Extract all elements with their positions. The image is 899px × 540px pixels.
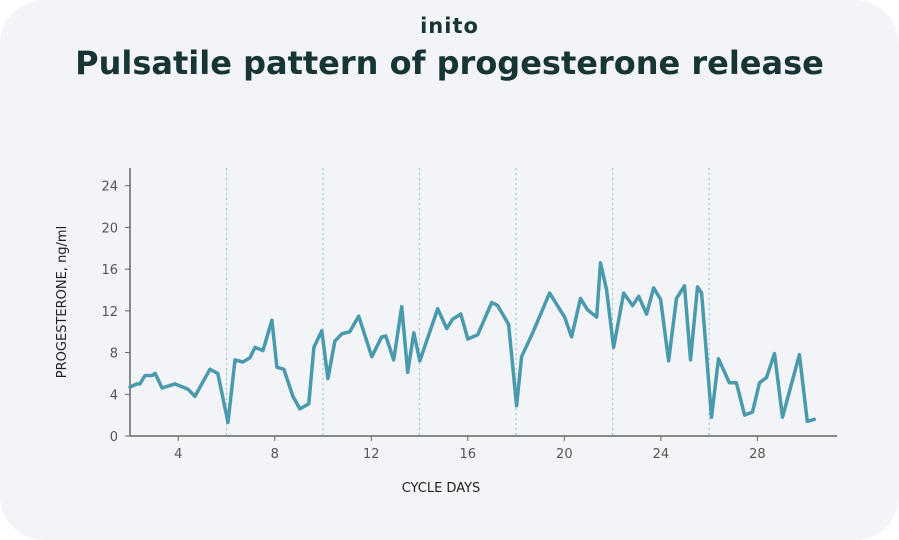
chart-title: Pulsatile pattern of progesterone releas… [75,44,824,82]
y-tick-label: 20 [101,221,118,236]
y-tick-label: 4 [110,388,118,403]
x-tick-label: 20 [556,447,573,462]
y-tick-label: 8 [110,347,118,362]
x-tick-label: 12 [363,447,380,462]
x-tick-label: 24 [653,447,670,462]
x-tick-label: 4 [174,447,182,462]
progesterone-series-line [128,261,817,425]
y-tick-label: 0 [110,430,118,445]
y-tick-label: 12 [101,305,118,320]
y-tick-label: 24 [101,180,118,195]
y-axis-label: PROGESTERONE, ng/ml [55,226,70,378]
x-tick-label: 8 [271,447,279,462]
x-axis-label: CYCLE DAYS [402,481,481,496]
x-tick-label: 28 [749,447,766,462]
x-tick-label: 16 [460,447,477,462]
inito-logo: inito [420,14,479,38]
y-tick-label: 16 [101,263,118,278]
